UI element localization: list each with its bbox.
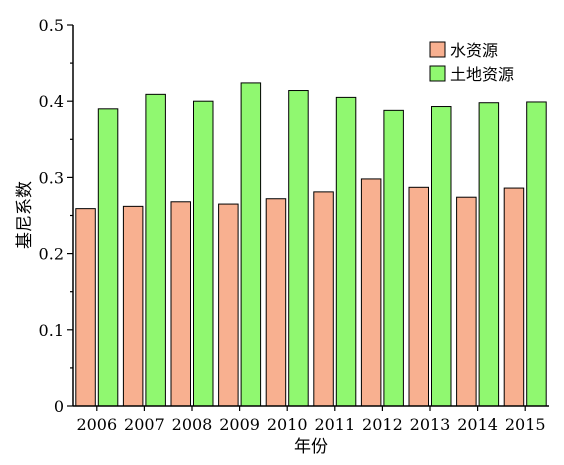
legend-swatch-water — [429, 41, 446, 58]
x-tick-label: 2015 — [505, 415, 546, 434]
bar-land-2006 — [97, 108, 119, 407]
legend-label-water: 水资源 — [450, 41, 498, 60]
bar-land-2008 — [193, 100, 214, 407]
legend-label-land: 土地资源 — [450, 65, 514, 84]
bar-land-2011 — [335, 96, 357, 407]
bars-group — [75, 82, 547, 407]
y-tick-label: 0.4 — [39, 92, 64, 111]
bar-water-2014 — [456, 196, 477, 407]
bar-water-2011 — [313, 191, 334, 407]
bar-land-2010 — [288, 90, 309, 407]
x-tick-label: 2011 — [314, 415, 355, 434]
y-tick-label: 0 — [54, 397, 64, 416]
x-tick-label: 2012 — [362, 415, 403, 434]
bar-water-2006 — [75, 208, 96, 407]
x-axis-title: 年份 — [294, 437, 328, 457]
bar-water-2008 — [170, 201, 191, 407]
x-tick-label: 2014 — [457, 415, 498, 434]
x-tick-label: 2013 — [410, 415, 451, 434]
x-tick-label: 2009 — [219, 415, 260, 434]
ticks-group: 2006 2007 2008 2009 2010 2011 2012 2013 2014 2015… — [39, 16, 546, 434]
bar-land-2015 — [526, 101, 547, 407]
bar-land-2012 — [383, 109, 404, 407]
y-tick-label: 0.1 — [39, 321, 64, 340]
x-tick-label: 2010 — [267, 415, 308, 434]
bar-water-2012 — [360, 178, 382, 407]
bar-water-2007 — [122, 205, 144, 407]
y-tick-label: 0.2 — [39, 245, 64, 264]
x-tick-label: 2006 — [76, 415, 117, 434]
bar-water-2013 — [408, 186, 429, 407]
x-tick-label: 2008 — [172, 415, 213, 434]
bar-land-2013 — [431, 106, 452, 407]
bar-water-2015 — [503, 187, 525, 407]
y-tick-label: 0.5 — [39, 16, 64, 35]
bar-water-2010 — [265, 198, 287, 407]
bar-land-2009 — [240, 82, 262, 407]
bar-land-2007 — [145, 93, 166, 407]
x-tick-label: 2007 — [124, 415, 165, 434]
y-axis-title: 基尼系数 — [15, 181, 35, 249]
bar-water-2009 — [218, 203, 239, 407]
y-tick-label: 0.3 — [39, 168, 64, 187]
legend-swatch-land — [429, 65, 446, 82]
bar-land-2014 — [478, 102, 500, 407]
